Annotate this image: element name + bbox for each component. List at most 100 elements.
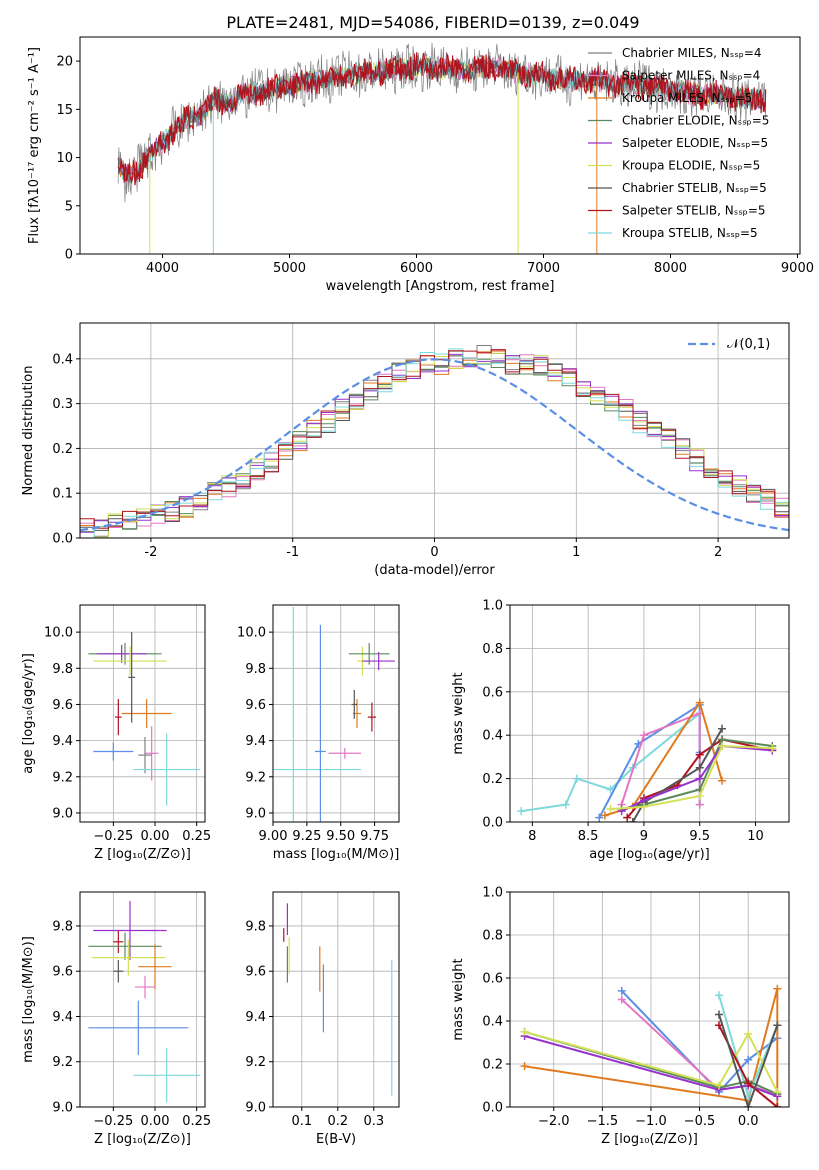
y-tick-label: 9.8: [52, 919, 73, 934]
y-tick-label: 0.6: [482, 972, 503, 987]
axes-frame: [509, 891, 790, 1108]
series-point-kroupa-miles: [600, 811, 609, 820]
legend-label: Kroupa STELIB, Nₛₛₚ=5: [622, 226, 758, 240]
series-point-salpeter-miles: [617, 995, 626, 1004]
x-tick-label: -1: [286, 545, 299, 560]
y-tick-label: 1.0: [482, 886, 503, 901]
series-line-salpeter-elodie: [524, 1035, 778, 1098]
x-tick-label: 0.25: [182, 1114, 211, 1129]
series-point-salpeter-miles: [639, 731, 648, 740]
x-tick-label: −2.0: [538, 1114, 570, 1129]
panel-mass-weight-vs-age: 8 8.5 9 9.5 10 0.0 0.2 0.4 0.6 0.8 1.0 age [log₁₀(a…: [451, 599, 790, 862]
plot-area: [517, 698, 777, 822]
x-tick-label: 0: [430, 545, 438, 560]
legend-label: Salpeter STELIB, Nₛₛₚ=5: [622, 204, 766, 218]
series-point-kroupa-stelib: [715, 991, 724, 1000]
x-tick-label: 9.5: [689, 829, 710, 844]
series-line-salpeter-miles: [620, 712, 701, 805]
x-tick-label: 9.00: [259, 829, 288, 844]
series-point-kroupa-miles: [773, 984, 782, 993]
y-tick-label: 10.0: [237, 626, 266, 641]
legend-label: Chabrier ELODIE, Nₛₛₚ=5: [622, 114, 769, 128]
axes-frame: [79, 604, 206, 823]
y-tick-label: 9.0: [52, 1101, 73, 1116]
series-point-blue-fit: [595, 813, 604, 822]
y-tick-label: 9.2: [52, 1055, 73, 1070]
x-tick-label: −1.0: [635, 1114, 667, 1129]
series-point-chabrier-stelib: [695, 763, 704, 772]
x-tick-label: 9: [640, 829, 648, 844]
y-tick-label: 20: [56, 55, 73, 70]
y-tick-label: 0.1: [52, 487, 73, 502]
y-tick-label: 9.4: [245, 1010, 266, 1025]
histogram-chabrier-stelib: [80, 355, 789, 531]
legend-label: Chabrier STELIB, Nₛₛₚ=5: [622, 181, 767, 195]
plot-area: [88, 901, 200, 1103]
y-tick-label: 9.6: [52, 965, 73, 980]
y-tick-label: 9.8: [52, 662, 73, 677]
y-tick-label: 9.8: [245, 662, 266, 677]
plot-area: [273, 606, 395, 822]
spectrum-line-salpeter-stelib: [117, 52, 767, 186]
histogram-salpeter-stelib: [80, 349, 789, 529]
y-tick-label: 10: [56, 151, 73, 166]
y-axis-label: Flux [fλ10⁻¹⁷ erg cm⁻² s⁻¹ A⁻¹]: [27, 47, 42, 244]
x-axis-label: mass [log₁₀(M/M⊙)]: [273, 847, 400, 862]
series-point-blue-fit: [617, 986, 626, 995]
y-tick-label: 1.0: [482, 599, 503, 614]
y-tick-label: 0.2: [482, 1058, 503, 1073]
legend-label: Chabrier MILES, Nₛₛₚ=4: [622, 46, 762, 60]
y-axis-label: Normed distribution: [21, 366, 36, 496]
y-tick-label: 0.6: [482, 685, 503, 700]
legend-label: Salpeter MILES, Nₛₛₚ=4: [622, 69, 760, 83]
series-point-blue-fit: [744, 1055, 753, 1064]
series-point-kroupa-elodie: [718, 742, 727, 751]
legend-label: 𝒩(0,1): [727, 337, 770, 352]
legend-label: Kroupa ELODIE, Nₛₛₚ=5: [622, 159, 760, 173]
y-tick-label: 0.8: [482, 929, 503, 944]
x-axis-label: Z [log₁₀(Z/Z⊙)]: [94, 1132, 191, 1147]
x-tick-label: −1.5: [587, 1114, 619, 1129]
y-tick-label: 9.6: [52, 698, 73, 713]
series-point-kroupa-elodie: [520, 1027, 529, 1036]
x-tick-label: 2: [714, 545, 722, 560]
series-point-chabrier-stelib: [773, 1021, 782, 1030]
series-line-chabrier-stelib: [718, 1014, 779, 1107]
x-tick-label: 0.3: [363, 1114, 384, 1129]
y-tick-label: 0.0: [482, 1101, 503, 1116]
series-point-salpeter-stelib: [695, 750, 704, 759]
x-tick-label: 1: [572, 545, 580, 560]
series-point-kroupa-miles: [695, 698, 704, 707]
x-tick-label: 0.00: [141, 1114, 170, 1129]
figure-title: PLATE=2481, MJD=54086, FIBERID=0139, z=0…: [226, 13, 639, 32]
x-tick-label: 0.00: [141, 829, 170, 844]
y-axis-label: mass weight: [451, 672, 466, 754]
series-point-salpeter-elodie: [695, 774, 704, 783]
x-tick-label: 9000: [781, 261, 814, 276]
x-tick-label: 6000: [400, 261, 433, 276]
series-point-kroupa-elodie: [695, 791, 704, 800]
series-point-kroupa-elodie: [639, 802, 648, 811]
x-axis-label: (data-model)/error: [374, 563, 495, 578]
y-tick-label: 15: [56, 103, 73, 118]
y-tick-label: 9.6: [245, 698, 266, 713]
y-tick-label: 0.4: [482, 1015, 503, 1030]
x-axis-label: wavelength [Angstrom, rest frame]: [326, 279, 555, 294]
y-tick-label: 5: [65, 199, 73, 214]
panel-spectrum: Chabrier MILES, Nₛₛₚ=4 Salpeter MILES, Nₛ…: [27, 36, 814, 294]
legend: Chabrier MILES, Nₛₛₚ=4 Salpeter MILES, Nₛ…: [588, 46, 769, 240]
panel-mass-weight-vs-Z: −2.0 −1.5 −1.0 −0.5 0.0 0.0 0.2 0.4 0.6 0.8 1.0 Z […: [451, 886, 790, 1147]
axes-frame: [272, 604, 400, 823]
series-line-blue-fit: [621, 990, 778, 1094]
y-tick-label: 9.0: [52, 806, 73, 821]
y-tick-label: 9.2: [52, 770, 73, 785]
y-tick-label: 9.8: [245, 919, 266, 934]
x-tick-label: 0.1: [291, 1114, 312, 1129]
plot-area: [520, 984, 782, 1107]
axes-frame: [272, 891, 400, 1108]
series-point-kroupa-elodie: [606, 804, 615, 813]
spectrum-line-kroupa-stelib: [117, 55, 767, 186]
legend-label: Kroupa MILES, Nₛₛₚ=5: [622, 91, 752, 105]
x-tick-label: 5000: [273, 261, 306, 276]
